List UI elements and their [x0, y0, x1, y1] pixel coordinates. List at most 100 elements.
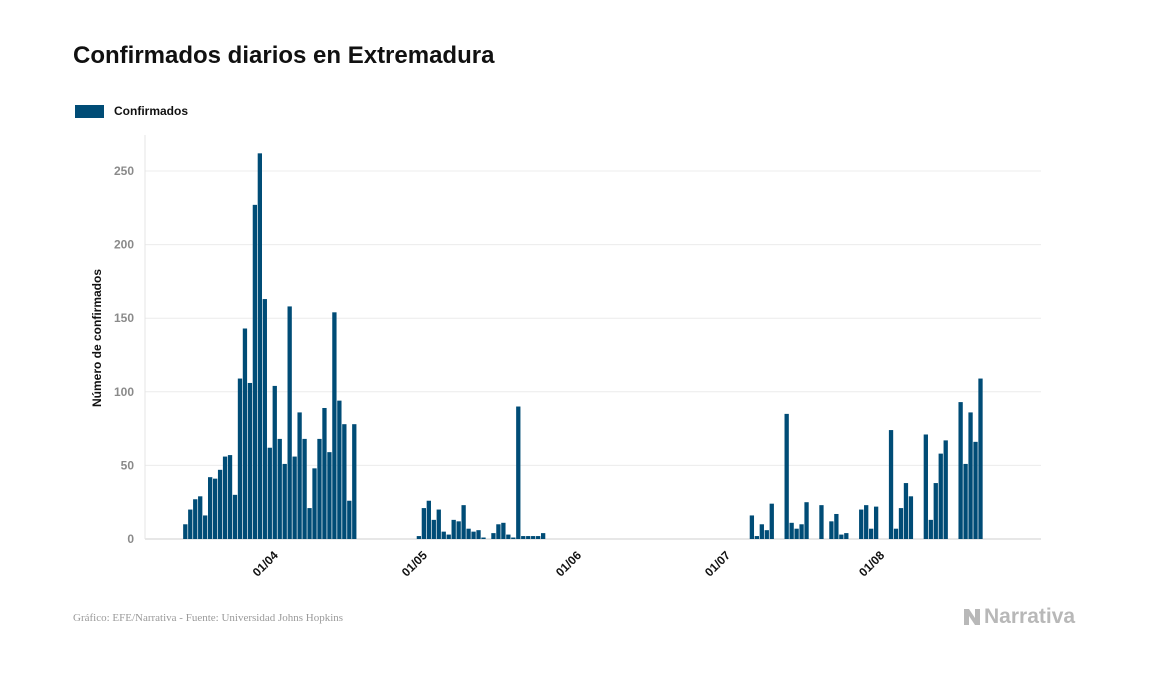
bar: [461, 505, 466, 539]
bar: [834, 513, 839, 539]
bar: [292, 456, 297, 539]
bar: [869, 528, 874, 539]
bar: [973, 441, 978, 539]
bar: [799, 524, 804, 539]
y-tick-label: 150: [114, 311, 134, 325]
bar: [540, 533, 546, 539]
bar: [933, 483, 938, 539]
bar: [222, 456, 228, 539]
bar: [416, 536, 422, 539]
bar: [188, 509, 193, 539]
bar: [893, 528, 899, 539]
bar: [267, 447, 272, 539]
bar: [789, 522, 794, 539]
bar: [978, 378, 983, 539]
bar: [208, 477, 213, 539]
bar: [431, 519, 436, 539]
bar: [968, 412, 973, 539]
y-tick-label: 100: [114, 385, 134, 399]
bars: [183, 153, 983, 539]
bar: [436, 509, 441, 539]
bar: [352, 424, 357, 539]
bar: [804, 502, 809, 539]
bar: [312, 468, 317, 539]
bar: [426, 500, 431, 539]
bar: [471, 531, 476, 539]
y-axis-label: Número de confirmados: [90, 269, 104, 407]
bar: [212, 478, 218, 539]
bar: [297, 412, 302, 539]
bar: [839, 534, 844, 539]
bar: [511, 537, 516, 539]
bar: [928, 519, 933, 539]
bar: [794, 528, 799, 539]
bar: [307, 508, 312, 539]
bar: [317, 438, 322, 539]
bar: [451, 519, 456, 539]
brand-name: Narrativa: [984, 605, 1076, 628]
bar: [456, 521, 461, 539]
legend: Confirmados: [75, 104, 188, 118]
bar: [754, 536, 759, 539]
x-axis-ticks: 01/04 01/05 01/06 01/07 01/08: [250, 548, 888, 579]
bar: [536, 536, 541, 539]
bar: [441, 531, 446, 539]
y-tick-label: 50: [121, 458, 135, 472]
bar: [769, 503, 774, 539]
bar: [217, 469, 223, 539]
brand-logo: Narrativa: [963, 605, 1075, 629]
bar: [844, 533, 849, 539]
bar: [337, 400, 342, 539]
bar: [282, 463, 287, 539]
bar: [516, 406, 521, 539]
bar: [784, 413, 789, 539]
bar: [759, 524, 764, 539]
bar: [342, 424, 347, 539]
bar: [764, 530, 769, 539]
bar: [923, 434, 928, 539]
x-tick-label: 01/08: [856, 548, 887, 579]
bar: [903, 483, 909, 539]
bar: [819, 505, 824, 539]
bar: [198, 496, 203, 539]
bar: [257, 153, 262, 539]
bar: [446, 534, 451, 539]
bar: [277, 438, 282, 539]
bar: [898, 508, 904, 539]
bar: [287, 306, 292, 539]
bar: [272, 385, 277, 539]
bar: [491, 533, 496, 539]
legend-label: Confirmados: [114, 104, 189, 118]
legend-swatch: [75, 104, 104, 118]
bar: [183, 524, 188, 539]
bar: [252, 204, 258, 539]
bar: [481, 537, 486, 539]
bar: [829, 521, 834, 539]
bar: [237, 378, 243, 539]
bar: [203, 515, 208, 539]
bar: [864, 505, 869, 539]
x-tick-label: 01/06: [553, 548, 584, 579]
bar: [242, 328, 248, 539]
bar: [302, 438, 307, 539]
bar: [247, 382, 253, 539]
bar: [262, 299, 267, 539]
bar: [963, 463, 968, 539]
x-tick-label: 01/05: [399, 548, 430, 579]
y-tick-label: 0: [127, 532, 134, 546]
bar: [526, 536, 531, 539]
bar: [943, 440, 948, 539]
bar: [322, 407, 327, 539]
bar: [908, 496, 914, 539]
bar: [232, 494, 238, 539]
chart-title: Confirmados diarios en Extremadura: [73, 42, 495, 69]
bar: [327, 452, 332, 539]
bar: [859, 509, 864, 539]
bar: [347, 500, 352, 539]
bar: [476, 530, 481, 539]
x-tick-label: 01/04: [250, 548, 281, 579]
bar: [466, 528, 471, 539]
bar: [531, 536, 536, 539]
source-note: Gráfico: EFE/Narrativa - Fuente: Univers…: [73, 612, 344, 624]
